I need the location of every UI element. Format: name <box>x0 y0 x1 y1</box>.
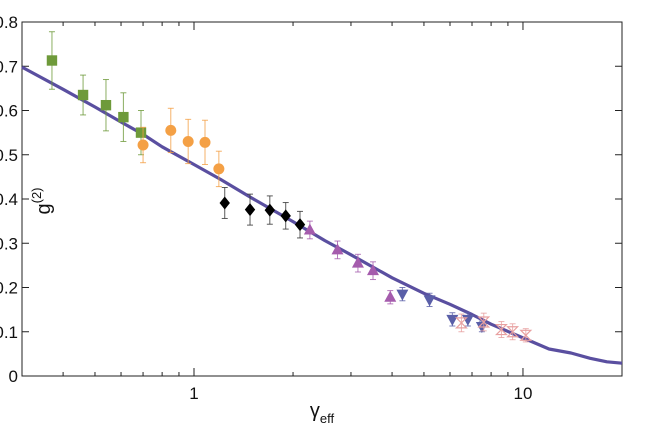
y-tick-label-5: 0.5 <box>0 146 18 165</box>
y-tick-label-0: 0 <box>9 367 18 386</box>
data-point-square-4 <box>135 127 147 138</box>
data-point-diamond-2 <box>264 203 276 217</box>
data-point-hourglass-1 <box>477 316 491 328</box>
data-point-hourglass-0 <box>454 317 468 329</box>
y-tick-label-1: 0.1 <box>0 323 18 342</box>
data-point-triangle-up-4 <box>384 290 397 302</box>
axis-ticks: 0 0.1 0.2 0.3 0.4 0.5 0.6 0.7 0.8 1 10 <box>0 13 622 403</box>
x-axis-label-main: γ <box>310 400 320 422</box>
data-point-triangle-up-3 <box>366 264 379 276</box>
data-point-square-2 <box>100 99 112 111</box>
series-square <box>46 31 147 156</box>
x-tick-label-1: 10 <box>514 384 533 403</box>
data-point-square-1 <box>77 89 89 101</box>
data-point-square-0 <box>46 55 58 66</box>
data-point-triangle-down-1 <box>423 295 436 307</box>
data-points-layer <box>46 31 533 343</box>
y-tick-label-4: 0.4 <box>0 190 18 209</box>
x-axis-label-subscript: eff <box>320 411 335 426</box>
theory-curve-layer <box>21 65 623 365</box>
data-point-hourglass-2 <box>494 323 508 336</box>
plot-frame <box>21 21 623 377</box>
series-circle <box>137 107 225 188</box>
y-tick-label-8: 0.8 <box>0 13 18 32</box>
data-point-triangle-down-2 <box>446 314 459 326</box>
series-triangle-down <box>396 287 488 333</box>
y-axis-label-superscript: (2) <box>29 187 44 203</box>
y-axis-label-main: g <box>33 203 55 214</box>
data-point-triangle-down-0 <box>396 289 409 301</box>
data-point-diamond-0 <box>219 196 230 210</box>
data-point-circle-2 <box>182 135 194 147</box>
y-axis-label: g(2) <box>29 187 55 214</box>
series-hourglass <box>454 312 533 343</box>
data-point-triangle-up-1 <box>331 243 344 255</box>
data-point-hourglass-3 <box>506 326 520 338</box>
data-point-diamond-3 <box>280 209 291 223</box>
series-triangle-up <box>303 220 397 305</box>
data-point-square-3 <box>118 111 129 123</box>
theory-curve <box>21 65 623 365</box>
data-point-triangle-up-2 <box>351 256 364 268</box>
data-point-diamond-4 <box>294 218 306 232</box>
data-point-triangle-up-0 <box>303 223 316 235</box>
y-tick-label-7: 0.7 <box>0 57 18 76</box>
y-tick-label-6: 0.6 <box>0 102 18 121</box>
series-diamond <box>219 186 306 239</box>
data-point-circle-1 <box>165 124 177 136</box>
y-tick-label-2: 0.2 <box>0 279 18 298</box>
data-point-circle-4 <box>213 163 225 175</box>
y-tick-label-3: 0.3 <box>0 234 18 253</box>
data-point-circle-3 <box>199 136 211 148</box>
data-point-hourglass-4 <box>519 329 533 341</box>
x-tick-label-0: 1 <box>189 384 198 403</box>
data-point-diamond-1 <box>244 203 256 217</box>
x-axis-label: γeff <box>310 400 335 426</box>
data-point-circle-0 <box>137 139 149 151</box>
